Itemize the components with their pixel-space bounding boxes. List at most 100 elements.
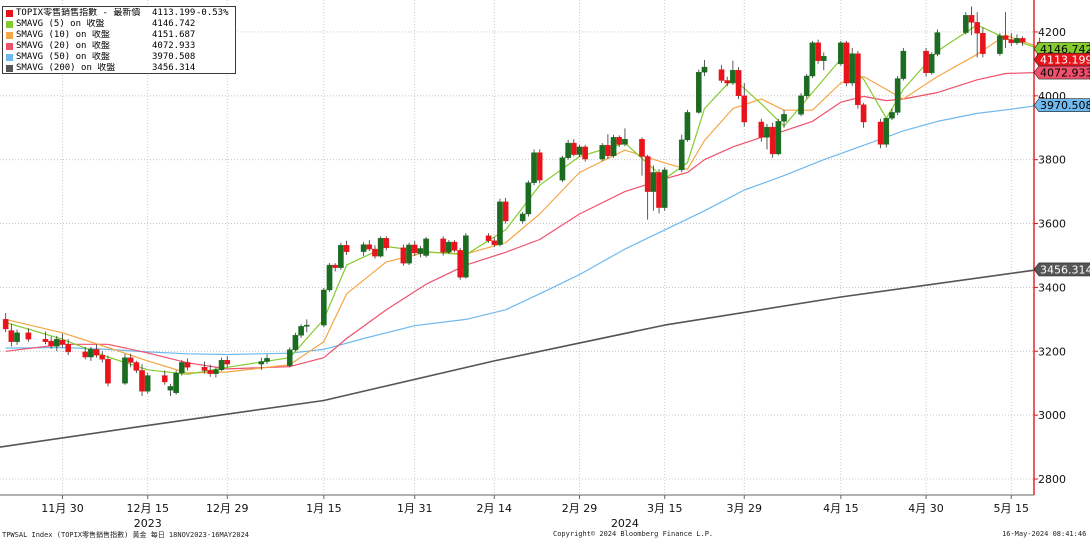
candle-body [502,201,509,222]
candle-body [207,370,214,374]
candle [88,346,94,361]
legend-item-sma200[interactable]: SMAVG (200) on 收盤 3456.314 [6,63,232,74]
sma200-value-tag[interactable]: 3456.314 [1033,262,1090,277]
candle-body [99,354,106,360]
y-tick-label: 3000 [1038,409,1066,422]
candle [406,242,412,266]
candle-body [684,112,691,141]
candle-body [264,358,270,362]
legend-item-price[interactable]: TOPIX零售銷售指數 - 最新價 4113.199 -0.53% [6,8,232,19]
candle-body [497,201,503,245]
candle [1008,33,1015,46]
legend-swatch [6,65,13,72]
candle-body [531,152,537,183]
legend-swatch [6,43,13,50]
candle-body [997,35,1003,54]
candle-body [343,245,350,252]
candle-body [900,50,907,79]
candle-body [383,238,390,249]
candle [781,109,787,128]
y-tick-label: 3200 [1038,345,1066,358]
candle-body [14,332,20,342]
candle-body [889,112,895,119]
price-value-tag[interactable]: 4113.199 [1033,52,1090,67]
candle-body [536,152,543,181]
y-tick-label: 3800 [1038,154,1066,167]
candle [184,358,191,371]
candle-body [1019,38,1026,43]
legend-item-sma50[interactable]: SMAVG (50) on 收盤 3970.508 [6,52,232,63]
sma5-value-tag[interactable]: 4146.742 [1033,42,1090,56]
x-tick-label: 3月 29 [727,502,763,515]
candle [849,47,855,87]
candle [332,263,338,272]
candle-body [184,362,191,368]
candle [25,328,32,342]
candle-body [179,362,185,374]
candle-body [65,344,71,353]
candle [644,154,651,220]
candle [616,135,623,147]
candle [798,93,804,117]
legend-item-sma5[interactable]: SMAVG (5) on 收盤 4146.742 [6,19,232,30]
candle [718,65,725,84]
x-tick-label: 2月 14 [477,502,513,515]
candle-body [25,332,32,340]
legend-item-sma10[interactable]: SMAVG (10) on 收盤 4151.687 [6,30,232,41]
candle [326,263,333,292]
candle [423,236,429,258]
candle [963,12,969,35]
candle-body [292,335,299,350]
candle [372,245,378,259]
y-tick-label: 3400 [1038,281,1066,294]
candle [974,12,980,58]
candle-body [963,15,969,33]
legend-value: 3456.314 [152,63,196,73]
moving-average-lines [0,24,1040,448]
candle-body [213,369,219,374]
candle [565,139,571,160]
candle [99,351,106,363]
footer-copyright: Copyright© 2024 Bloomberg Finance L.P. [553,530,714,538]
candle [213,367,219,378]
candle [400,244,407,266]
candle-body [161,375,168,383]
x-tick-label: 4月 15 [823,502,859,515]
candle [457,247,463,280]
candle [377,236,384,258]
candle-body [855,53,861,105]
candle [286,347,293,368]
x-tick-label: 1月 15 [306,502,342,515]
sma20-value-tag[interactable]: 4072.933 [1033,65,1090,80]
candle-body [656,172,662,208]
candle-body [88,349,94,358]
sma20-line [5,71,1040,370]
candle [928,52,935,75]
sma50-value-tag[interactable]: 3970.508 [1033,98,1090,113]
x-tick-label: 12月 29 [206,502,249,515]
candle-body [286,349,293,366]
candle-body [571,142,577,155]
candle-body [724,80,731,84]
candle-body [332,264,338,268]
candle [730,60,736,85]
sma10-line [5,34,1040,374]
candle-body [59,339,66,345]
candle [855,51,861,109]
candle [65,339,71,356]
candle-body [622,139,628,145]
legend[interactable]: TOPIX零售銷售指數 - 最新價 4113.199 -0.53% SMAVG … [2,6,236,74]
candle [218,357,225,372]
value-tag-box [1033,52,1090,67]
candle-body [815,42,821,61]
legend-item-sma20[interactable]: SMAVG (20) on 收盤 4072.933 [6,41,232,52]
candle [1019,36,1026,46]
legend-value: 4146.742 [152,19,196,29]
candle-body [849,53,855,84]
candle [82,346,89,360]
candle [14,329,20,345]
candle [497,198,503,247]
candle-body [105,359,111,384]
candle-body [843,42,850,84]
